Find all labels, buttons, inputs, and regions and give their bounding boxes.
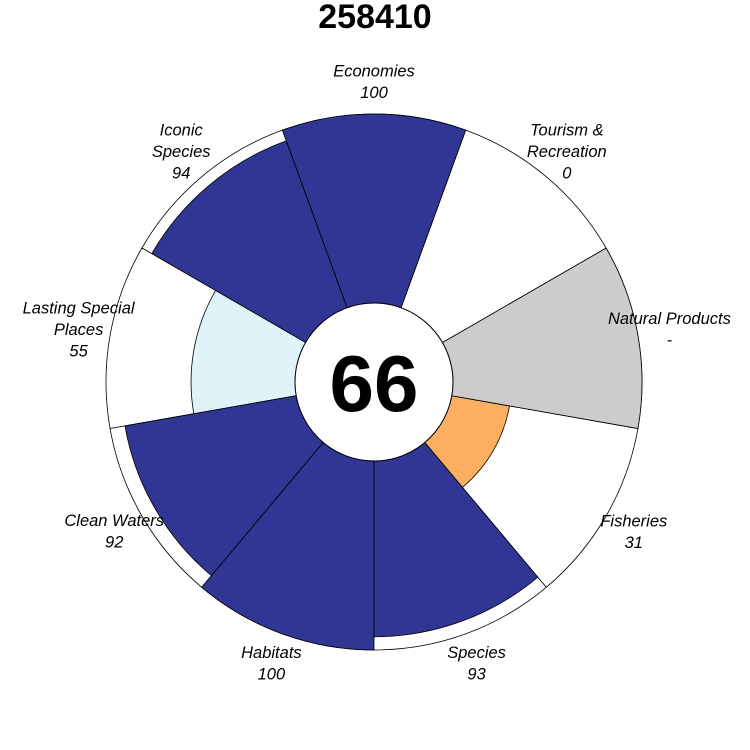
petal-name-natural-products: Natural Products — [608, 310, 731, 328]
petal-value-habitats: 100 — [258, 666, 286, 684]
petal-label-clean-waters: Clean Waters 92 — [64, 512, 164, 552]
petal-label-habitats: Habitats 100 — [241, 644, 302, 684]
petal-label-species: Species 93 — [447, 644, 506, 684]
petal-label-natural-products: Natural Products - — [608, 310, 731, 350]
petal-value-lasting-special-places: 55 — [69, 342, 88, 360]
petal-value-clean-waters: 92 — [105, 534, 123, 552]
petal-label-tourism-recreation: Tourism & Recreation 0 — [527, 122, 607, 183]
petal-name-fisheries: Fisheries — [600, 512, 667, 530]
petal-value-fisheries: 31 — [625, 534, 643, 552]
petal-name-clean-waters: Clean Waters — [64, 512, 164, 530]
petal-value-species: 93 — [467, 666, 486, 684]
center-circle — [294, 302, 454, 462]
petal-value-natural-products: - — [667, 332, 673, 350]
petal-name-tourism-recreation: Tourism & — [530, 122, 604, 140]
petal-label-lasting-special-places: Lasting Special Places 55 — [23, 299, 136, 360]
petal-name-lasting-special-places: Lasting Special — [23, 299, 136, 317]
petal-name-species: Species — [447, 644, 506, 662]
petal-name-economies: Economies — [333, 62, 415, 80]
petal-label-fisheries: Fisheries 31 — [600, 512, 667, 552]
petal-label-economies: Economies 100 — [333, 62, 415, 102]
petal-value-iconic-species: 94 — [172, 165, 190, 183]
center-score: 66 — [330, 339, 419, 428]
petal-value-economies: 100 — [360, 84, 388, 102]
petal-name-iconic-species: Species — [152, 143, 211, 161]
chart-title: 258410 — [318, 0, 431, 36]
petal-name-lasting-special-places: Places — [54, 321, 104, 339]
petal-name-habitats: Habitats — [241, 644, 302, 662]
petal-name-iconic-species: Iconic — [160, 122, 204, 140]
petal-label-iconic-species: Iconic Species 94 — [152, 122, 211, 183]
petal-name-tourism-recreation: Recreation — [527, 143, 607, 161]
label-layer: Fisheries 31 Natural Products - Tourism & Rec… — [23, 62, 731, 683]
petal-layer — [105, 113, 643, 651]
petal-value-tourism-recreation: 0 — [562, 165, 572, 183]
